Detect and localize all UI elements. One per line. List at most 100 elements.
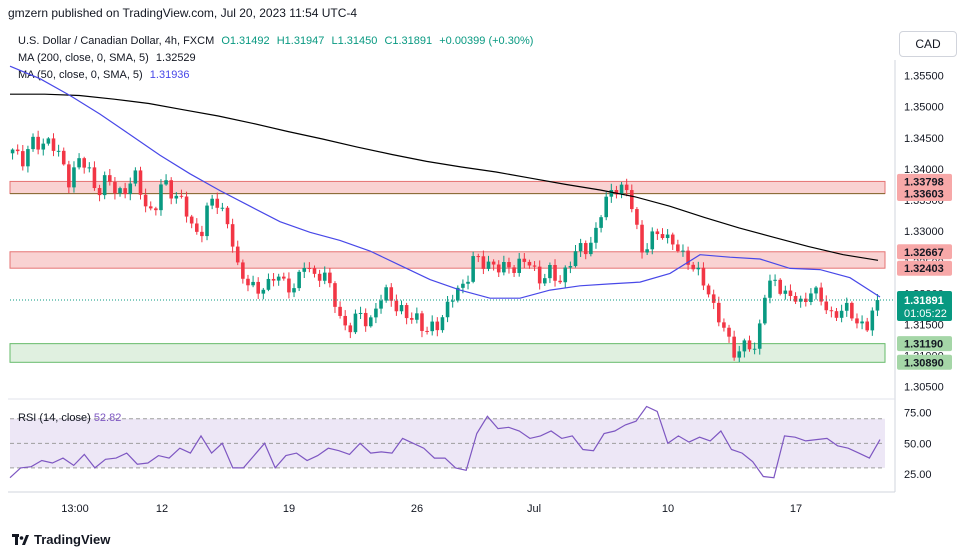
candle-body[interactable] <box>645 249 649 253</box>
candle-body[interactable] <box>456 287 460 301</box>
candle-body[interactable] <box>711 294 716 303</box>
candle-body[interactable] <box>195 223 199 232</box>
candle-body[interactable] <box>691 264 695 270</box>
candle-body[interactable] <box>471 256 475 282</box>
candle-body[interactable] <box>200 231 204 237</box>
candle-body[interactable] <box>394 300 399 312</box>
candle-body[interactable] <box>246 278 250 286</box>
candle-body[interactable] <box>102 175 107 196</box>
candle-body[interactable] <box>522 258 527 262</box>
candle-body[interactable] <box>297 271 301 289</box>
candle-body[interactable] <box>404 305 409 319</box>
candle-body[interactable] <box>747 340 752 350</box>
candle-body[interactable] <box>512 267 516 273</box>
candle-body[interactable] <box>742 340 747 352</box>
candle-body[interactable] <box>179 195 184 197</box>
candle-body[interactable] <box>527 261 532 266</box>
candle-body[interactable] <box>82 158 86 168</box>
candle-body[interactable] <box>537 266 542 284</box>
currency-button[interactable]: CAD <box>899 31 957 57</box>
ma50-line[interactable] <box>9 65 881 299</box>
candle-body[interactable] <box>348 325 353 333</box>
candle-body[interactable] <box>235 246 240 263</box>
resistance-zone-lower[interactable] <box>9 251 886 269</box>
candle-body[interactable] <box>594 227 598 243</box>
candle-body[interactable] <box>41 143 46 150</box>
candle-body[interactable] <box>369 317 373 327</box>
candle-body[interactable] <box>430 321 434 332</box>
candle-body[interactable] <box>169 180 173 199</box>
candle-body[interactable] <box>435 321 440 331</box>
candle-body[interactable] <box>287 278 291 293</box>
candle-body[interactable] <box>543 278 547 284</box>
symbol-label[interactable]: U.S. Dollar / Canadian Dollar, 4h, FXCM <box>18 35 215 47</box>
candle-body[interactable] <box>502 262 506 273</box>
candle-body[interactable] <box>614 190 619 195</box>
ma200-legend[interactable]: MA (200, close, 0, SMA, 5) 1.32529 <box>18 52 200 64</box>
candle-body[interactable] <box>251 281 255 286</box>
candle-body[interactable] <box>727 327 731 337</box>
candle-body[interactable] <box>819 287 823 302</box>
candle-body[interactable] <box>793 295 798 302</box>
candle-body[interactable] <box>220 207 225 209</box>
candle-body[interactable] <box>630 190 634 210</box>
candle-body[interactable] <box>15 149 20 152</box>
candle-body[interactable] <box>824 301 829 311</box>
candle-body[interactable] <box>225 207 230 225</box>
candle-body[interactable] <box>681 250 685 252</box>
candle-body[interactable] <box>875 300 880 311</box>
candle-body[interactable] <box>118 188 122 194</box>
candle-body[interactable] <box>589 242 593 255</box>
candle-body[interactable] <box>215 198 220 208</box>
candle-body[interactable] <box>798 298 803 302</box>
candle-body[interactable] <box>307 267 312 269</box>
candle-body[interactable] <box>205 205 209 237</box>
candle-body[interactable] <box>384 287 388 301</box>
candle-body[interactable] <box>358 312 363 314</box>
candle-body[interactable] <box>686 250 690 265</box>
candle-body[interactable] <box>445 301 450 318</box>
candle-body[interactable] <box>548 264 552 279</box>
candle-body[interactable] <box>174 195 179 199</box>
candle-body[interactable] <box>261 289 266 294</box>
candle-body[interactable] <box>850 302 854 319</box>
candle-body[interactable] <box>343 315 347 326</box>
candle-body[interactable] <box>363 312 368 327</box>
candle-body[interactable] <box>788 290 793 296</box>
candle-body[interactable] <box>778 279 782 294</box>
candle-body[interactable] <box>322 272 327 281</box>
rsi-line[interactable] <box>9 405 881 479</box>
candle-body[interactable] <box>865 321 869 331</box>
candle-body[interactable] <box>650 231 655 250</box>
candle-body[interactable] <box>36 136 40 150</box>
candle-body[interactable] <box>92 167 97 189</box>
candle-body[interactable] <box>655 231 660 235</box>
candle-body[interactable] <box>241 262 245 279</box>
candle-body[interactable] <box>138 170 143 195</box>
candle-body[interactable] <box>860 321 864 324</box>
candle-body[interactable] <box>558 280 562 283</box>
candle-body[interactable] <box>21 151 25 167</box>
candle-body[interactable] <box>133 170 138 184</box>
support-zone[interactable] <box>9 343 886 363</box>
candle-body[interactable] <box>640 224 644 253</box>
candle-body[interactable] <box>717 302 721 323</box>
candle-body[interactable] <box>113 182 117 194</box>
candle-body[interactable] <box>844 302 849 311</box>
candle-body[interactable] <box>328 272 332 284</box>
candle-body[interactable] <box>256 281 260 294</box>
candle-body[interactable] <box>829 310 834 312</box>
candle-body[interactable] <box>164 180 168 185</box>
candle-body[interactable] <box>532 265 537 267</box>
candle-body[interactable] <box>809 293 813 303</box>
candle-body[interactable] <box>701 267 706 286</box>
candle-body[interactable] <box>839 310 844 318</box>
candle-body[interactable] <box>573 251 578 267</box>
candle-body[interactable] <box>128 183 133 195</box>
candle-body[interactable] <box>276 276 281 281</box>
candle-body[interactable] <box>670 234 675 245</box>
candle-body[interactable] <box>578 243 583 252</box>
candle-body[interactable] <box>804 298 808 303</box>
candle-body[interactable] <box>61 150 66 165</box>
